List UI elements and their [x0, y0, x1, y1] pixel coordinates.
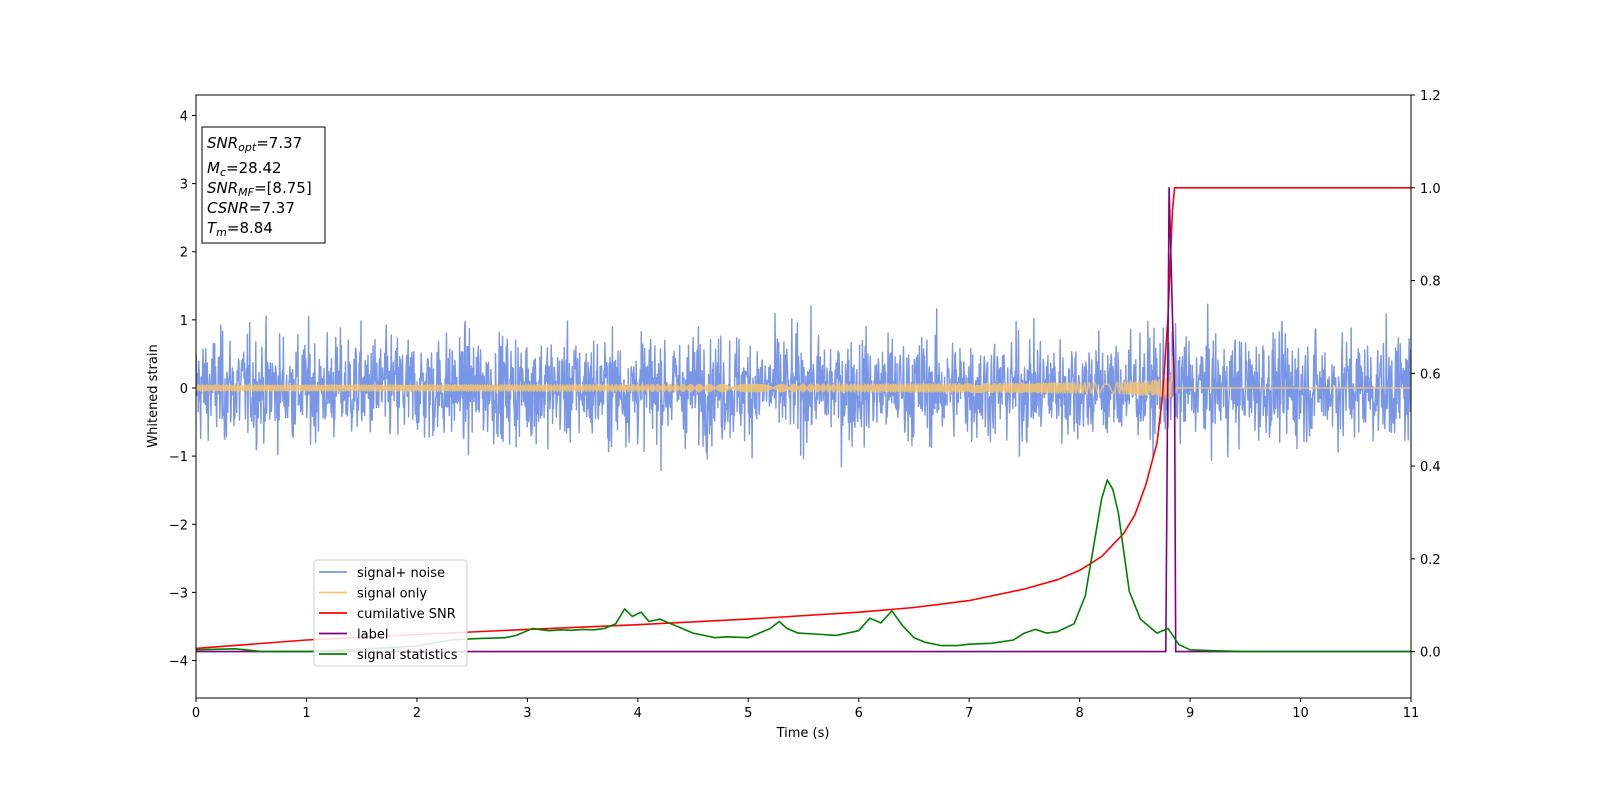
x-tick-label: 0 [192, 706, 200, 721]
x-axis-ticks: 0 1 2 3 4 5 6 7 8 9 10 11 [192, 698, 1419, 721]
legend-label: signal only [357, 587, 427, 602]
y2-tick-label: 1.2 [1420, 89, 1441, 104]
y2-tick-label: 0.8 [1420, 275, 1441, 290]
y2-tick-label: 0.4 [1420, 460, 1441, 475]
legend: signal+ noise signal only cumilative SNR la… [313, 559, 468, 667]
annotation-line: CSNR=7.37 [207, 199, 295, 217]
x-tick-label: 2 [413, 706, 421, 721]
series-line-4 [196, 187, 1411, 653]
annotation-line: SNRopt=7.37 [207, 134, 302, 154]
x-tick-label: 10 [1292, 706, 1309, 721]
y2-axis-ticks: 1.2 1.0 0.8 0.6 0.4 0.2 0.0 [1411, 89, 1441, 661]
series-line-1 [196, 303, 1411, 472]
y-tick-label: 2 [180, 246, 188, 261]
legend-label: signal statistics [357, 648, 458, 663]
x-tick-label: 4 [634, 706, 642, 721]
x-tick-label: 6 [855, 706, 863, 721]
x-tick-label: 8 [1075, 706, 1083, 721]
x-tick-label: 1 [302, 706, 310, 721]
annotation-frame [201, 126, 326, 244]
annotation-box: SNRopt=7.37 Mc=28.42SNRMF=[8.75]CSNR=7.37… [201, 126, 326, 244]
y-tick-label: 0 [180, 382, 188, 397]
y-tick-label: −3 [169, 586, 188, 601]
series-line-2 [196, 355, 1411, 400]
annotation-line: Tm=8.84 [207, 219, 273, 239]
y2-tick-label: 0.6 [1420, 367, 1441, 382]
y-tick-label: −2 [169, 518, 188, 533]
y-axis-label: Whitened strain [146, 344, 161, 447]
x-tick-label: 9 [1186, 706, 1194, 721]
legend-label: signal+ noise [357, 566, 445, 581]
y2-tick-label: 0.0 [1420, 646, 1441, 661]
y-tick-label: 1 [180, 314, 188, 329]
x-tick-label: 11 [1403, 706, 1420, 721]
x-tick-label: 7 [965, 706, 973, 721]
x-tick-label: 3 [523, 706, 531, 721]
annotation-line: SNRMF=[8.75] [207, 179, 312, 199]
legend-label: label [357, 628, 388, 643]
y-axis-ticks: 4 3 2 1 0 −1 −2 −3 −4 [169, 109, 196, 670]
legend-frame [313, 559, 468, 667]
y2-tick-label: 1.0 [1420, 182, 1441, 197]
series-line-5 [196, 479, 1411, 653]
axes-frame [195, 94, 1412, 699]
series-line-3 [196, 187, 1411, 650]
legend-label: cumilative SNR [357, 607, 456, 622]
y-tick-label: 3 [180, 178, 188, 193]
x-axis-label: Time (s) [776, 726, 830, 741]
y-tick-label: −1 [169, 450, 188, 465]
y-tick-label: −4 [169, 655, 188, 670]
plot-area [196, 187, 1411, 653]
series-layer [196, 187, 1411, 653]
y2-tick-label: 0.2 [1420, 553, 1441, 568]
x-tick-label: 5 [744, 706, 752, 721]
y-tick-label: 4 [180, 109, 188, 124]
annotation-line: Mc=28.42 [207, 159, 282, 179]
